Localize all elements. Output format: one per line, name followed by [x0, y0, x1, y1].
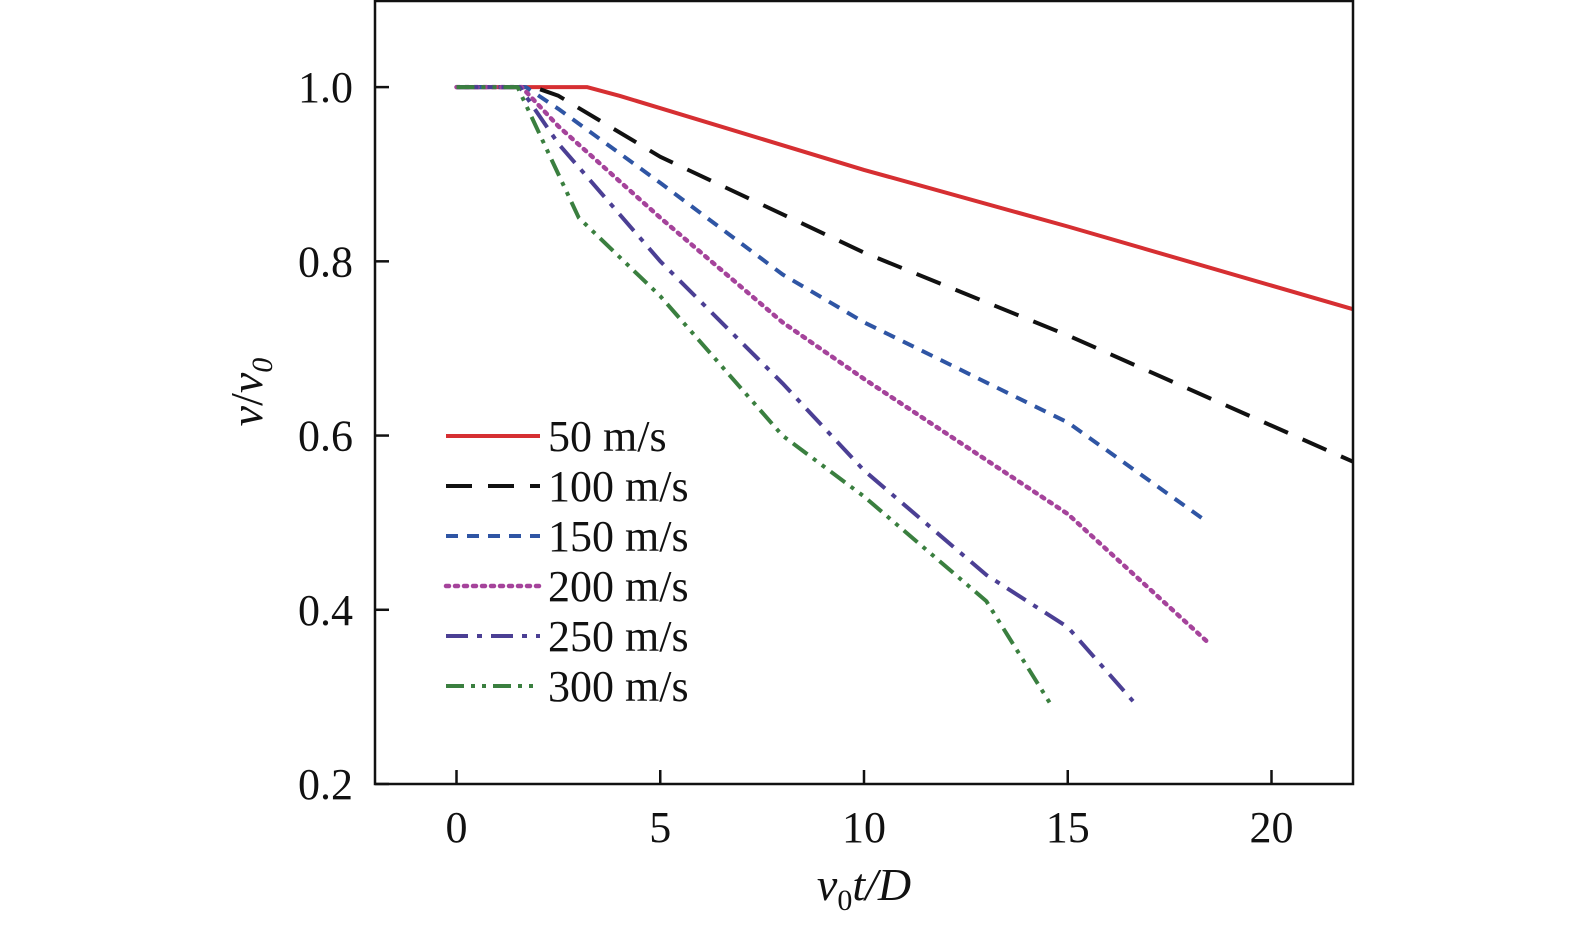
series-line-1 — [456, 85, 1354, 312]
x-axis-label-v: v — [817, 859, 838, 910]
x-tick-label: 0 — [446, 803, 468, 852]
plot-frame — [373, 0, 1355, 786]
y-tick-label: 0.6 — [298, 412, 353, 461]
y-axis-label-sub: 0 — [246, 358, 279, 373]
series-layer — [454, 84, 1354, 707]
series-line-6 — [456, 85, 1054, 707]
x-axis: 0 5 10 15 20 — [446, 770, 1294, 852]
legend-label-6: 300 m/s — [548, 662, 689, 711]
legend-label-1: 50 m/s — [548, 412, 667, 461]
y-tick-label: 0.8 — [298, 237, 353, 286]
series-line-2 — [456, 85, 1354, 464]
y-axis-label: v/v0 — [221, 358, 279, 427]
legend-label-3: 150 m/s — [548, 512, 689, 561]
x-tick-label: 5 — [649, 803, 671, 852]
x-axis-label-sub: 0 — [837, 884, 852, 917]
x-tick-label: 10 — [842, 803, 886, 852]
y-axis: 0.2 0.4 0.6 0.8 1.0 — [298, 63, 389, 809]
legend-label-4: 200 m/s — [548, 562, 689, 611]
y-tick-label: 0.4 — [298, 586, 353, 635]
series-line-5 — [456, 85, 1135, 703]
x-axis-label-rest: t/D — [852, 859, 911, 910]
x-tick-label: 20 — [1250, 803, 1294, 852]
legend-label-2: 100 m/s — [548, 462, 689, 511]
y-axis-label-slash: / — [221, 393, 272, 406]
legend-label-5: 250 m/s — [548, 612, 689, 661]
y-tick-label: 0.2 — [298, 760, 353, 809]
x-axis-label: v0t/D — [817, 859, 911, 917]
y-axis-label-v: v — [221, 405, 272, 426]
y-axis-label-v2: v — [221, 372, 272, 393]
y-tick-label: 1.0 — [298, 63, 353, 112]
series-line-4 — [454, 84, 1213, 647]
x-tick-label: 15 — [1046, 803, 1090, 852]
plot-area — [454, 84, 1354, 707]
